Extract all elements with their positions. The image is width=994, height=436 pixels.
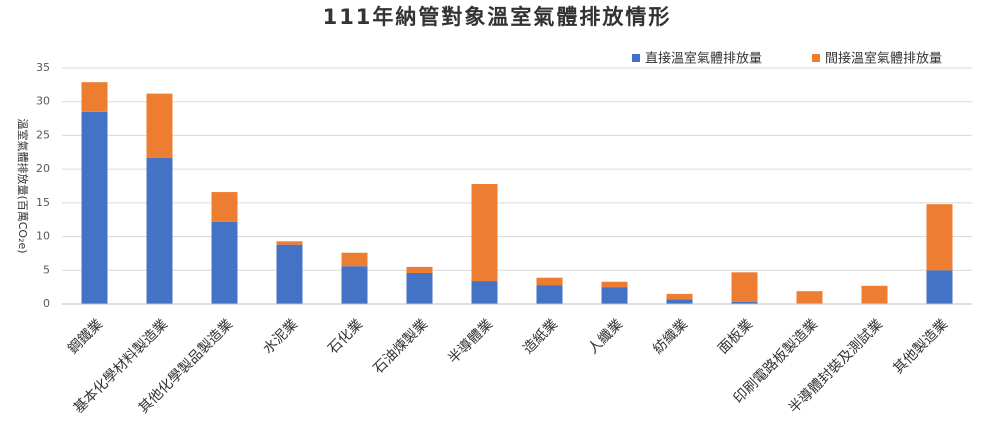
legend-swatch: [812, 54, 820, 62]
x-tick-label: 水泥業: [260, 316, 301, 357]
x-tick-label: 面板業: [715, 316, 756, 357]
bar-segment: [406, 272, 433, 304]
bar-segment: [211, 221, 238, 304]
bar-segment: [731, 301, 758, 304]
legend-swatch: [632, 54, 640, 62]
bar-segment: [81, 82, 108, 112]
bar-segment: [146, 157, 173, 304]
bar-segment: [731, 272, 758, 302]
y-tick-label: 20: [36, 162, 50, 175]
bar-segment: [536, 285, 563, 304]
x-tick-label: 石化業: [325, 316, 366, 357]
y-tick-label: 35: [36, 61, 50, 74]
bar-segment: [536, 277, 563, 286]
x-tick-label: 造紙業: [520, 316, 561, 357]
y-tick-label: 5: [43, 263, 50, 276]
bar-segment: [926, 204, 953, 271]
bar-segment: [666, 293, 693, 300]
x-tick-label: 紡織業: [650, 316, 691, 357]
y-axis-label: 溫室氣體排放量(百萬CO₂e): [16, 118, 30, 253]
bar-segment: [926, 270, 953, 304]
bar-segment: [81, 111, 108, 304]
bar-segment: [471, 183, 498, 282]
y-tick-label: 30: [36, 95, 50, 108]
y-tick-label: 15: [36, 196, 50, 209]
y-tick-label: 25: [36, 128, 50, 141]
bar-segment: [406, 266, 433, 273]
legend-label: 間接溫室氣體排放量: [825, 51, 942, 67]
bar-segment: [666, 299, 693, 304]
chart-title: 111年納管對象溫室氣體排放情形: [323, 5, 672, 29]
bar-segment: [861, 285, 888, 304]
bar-segment: [276, 241, 303, 245]
bar-segment: [146, 93, 173, 158]
x-tick-label: 半導體業: [445, 316, 496, 367]
y-tick-label: 0: [43, 297, 50, 310]
legend-label: 直接溫室氣體排放量: [645, 51, 762, 67]
bar-segment: [341, 252, 368, 267]
x-tick-label: 人纖業: [585, 316, 626, 357]
x-tick-label: 鋼鐵業: [64, 316, 106, 358]
bar-segment: [601, 287, 628, 304]
bar-segment: [601, 281, 628, 288]
x-tick-label: 其他製造業: [890, 316, 951, 377]
y-tick-label: 10: [36, 230, 50, 243]
bar-segment: [796, 291, 823, 304]
bar-segment: [471, 281, 498, 304]
bar-segment: [211, 192, 238, 222]
bar-segment: [276, 244, 303, 304]
bar-segment: [341, 266, 368, 304]
x-tick-label: 石油煉製業: [370, 316, 431, 377]
